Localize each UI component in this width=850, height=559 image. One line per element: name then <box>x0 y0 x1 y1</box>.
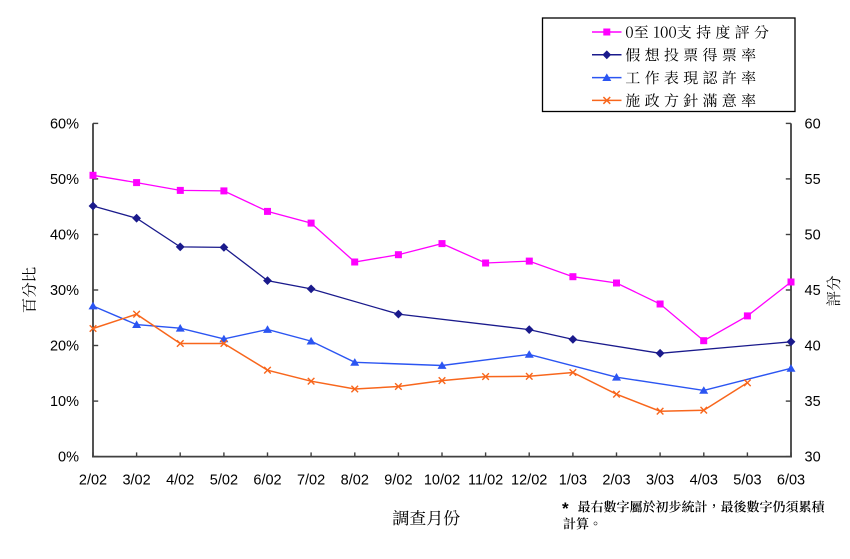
svg-text:20%: 20% <box>50 339 79 355</box>
svg-text:7/02: 7/02 <box>297 473 325 489</box>
svg-text:9/02: 9/02 <box>384 473 412 489</box>
svg-text:50%: 50% <box>50 172 79 188</box>
svg-text:1/03: 1/03 <box>559 473 587 489</box>
svg-text:5/03: 5/03 <box>733 473 761 489</box>
svg-text:55: 55 <box>805 172 821 188</box>
svg-text:30: 30 <box>805 450 821 466</box>
svg-text:3/02: 3/02 <box>122 473 150 489</box>
svg-text:60%: 60% <box>50 116 79 132</box>
svg-text:60: 60 <box>805 116 821 132</box>
svg-text:2/02: 2/02 <box>79 473 107 489</box>
svg-text:3/03: 3/03 <box>646 473 674 489</box>
svg-text:5/02: 5/02 <box>210 473 238 489</box>
svg-text:10%: 10% <box>50 394 79 410</box>
svg-text:6/03: 6/03 <box>777 473 805 489</box>
svg-text:*: * <box>562 499 569 518</box>
svg-text:12/02: 12/02 <box>511 473 547 489</box>
svg-text:2/03: 2/03 <box>602 473 630 489</box>
svg-text:6/02: 6/02 <box>253 473 281 489</box>
svg-text:0%: 0% <box>58 450 79 466</box>
svg-text:50: 50 <box>805 228 821 244</box>
svg-text:30%: 30% <box>50 283 79 299</box>
svg-text:35: 35 <box>805 394 821 410</box>
svg-text:4/02: 4/02 <box>166 473 194 489</box>
svg-text:8/02: 8/02 <box>341 473 369 489</box>
svg-text:45: 45 <box>805 283 821 299</box>
svg-text:40: 40 <box>805 339 821 355</box>
svg-text:11/02: 11/02 <box>468 473 503 489</box>
svg-text:4/03: 4/03 <box>690 473 718 489</box>
svg-text:40%: 40% <box>50 228 79 244</box>
svg-text:10/02: 10/02 <box>424 473 460 489</box>
